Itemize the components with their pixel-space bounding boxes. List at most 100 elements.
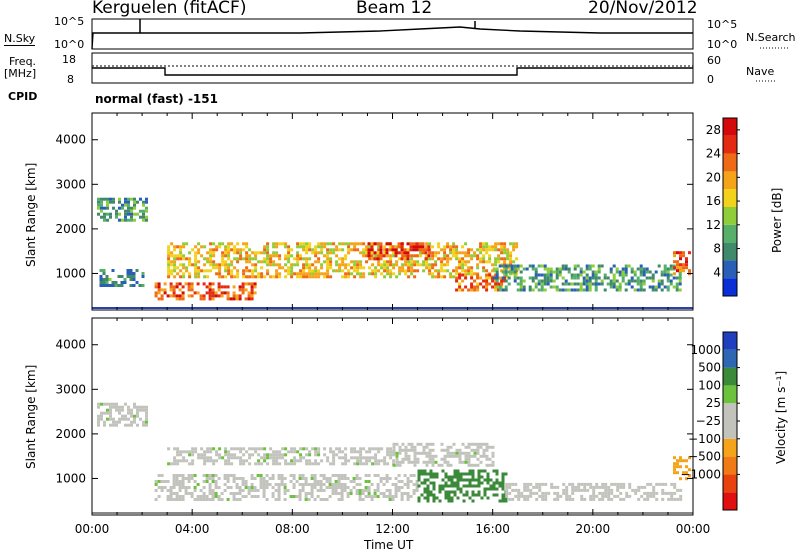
cell-power [516,264,520,268]
cell-power [329,266,333,270]
cell-power [392,251,396,255]
cell-power [406,251,410,255]
cell-power [400,245,404,249]
cell-power [391,248,395,252]
cell-power [682,251,685,255]
cell-velocity [556,494,560,498]
cell-power [407,269,411,273]
cell-power [515,242,519,246]
cell-velocity [272,450,276,454]
cell-power [410,254,414,258]
cell-velocity [382,483,386,486]
cell-velocity [188,453,192,457]
cell-power [320,266,324,270]
cell-power [428,263,432,267]
cell-power [495,276,499,280]
cell-velocity [385,477,389,480]
cell-velocity [290,447,294,451]
cell-velocity [265,480,269,483]
cell-velocity [299,453,303,457]
cell-velocity [501,478,505,482]
cell-velocity [212,447,216,451]
cell-velocity [628,482,632,486]
cell-velocity [145,405,148,409]
cell-velocity [398,463,402,467]
cell-velocity [471,493,475,497]
cell-velocity [453,481,457,485]
cell-velocity [437,463,441,467]
cell-power [178,297,182,301]
cell-velocity [310,492,314,495]
cell-power [167,248,171,252]
cell-velocity [616,482,620,486]
cell-power [172,291,176,295]
cell-power [431,251,435,255]
cell-power [455,276,459,280]
cell-power [338,263,342,267]
cell-power [540,264,544,268]
cell-velocity [488,457,492,461]
cell-velocity [160,489,164,492]
cell-velocity [304,495,308,498]
cell-power [446,254,450,258]
cell-power [588,279,592,283]
cell-power [579,288,583,292]
cell-power [173,269,177,273]
cell-power [395,245,399,249]
cell-power [455,248,459,252]
cell-velocity [211,495,215,498]
cell-power [516,282,520,286]
cell-velocity [423,487,427,491]
cell-power [166,294,170,298]
cell-velocity [277,492,281,495]
cell-velocity [444,484,448,488]
cell-velocity [314,453,318,457]
cell-velocity [214,483,218,486]
cell-power [660,270,664,274]
cell-velocity [407,460,411,464]
cell-velocity [118,417,121,421]
cell-velocity [233,447,237,451]
cell-power [500,276,504,280]
cell-velocity [203,450,207,454]
cell-power [329,260,333,264]
cell-velocity [438,484,442,488]
cell-velocity [495,469,499,473]
xtick-label: 00:00 [676,522,711,536]
cell-velocity [486,475,490,479]
cell-velocity [410,442,414,446]
cell-velocity [440,457,444,461]
cell-velocity [112,420,115,424]
cell-velocity [302,456,306,460]
cell-velocity [346,477,350,480]
cell-velocity [404,445,408,449]
cell-velocity [224,459,228,463]
cell-power [431,275,435,279]
cell-velocity [301,486,305,489]
cell-velocity [370,483,374,486]
cell-velocity [473,463,477,467]
cell-power [576,282,580,286]
cell-velocity [511,488,515,492]
cell-velocity [476,448,480,452]
cell-power [212,251,216,255]
cell-power [223,291,227,295]
cell-velocity [504,496,508,500]
cell-velocity [310,495,314,498]
cell-power [386,266,390,270]
cell-velocity [425,445,429,449]
cell-power [341,263,345,267]
cell-power [461,263,465,267]
cell-velocity [307,498,311,501]
cell-velocity [154,480,158,483]
cell-power [389,263,393,267]
cell-velocity [313,486,317,489]
cell-velocity [523,497,527,501]
cell-power [512,248,516,252]
cell-power [253,282,257,286]
cell-power [437,269,441,273]
cell-power [127,212,130,216]
cell-velocity [397,486,401,489]
cell-velocity [323,447,327,451]
cell-power [488,248,492,252]
